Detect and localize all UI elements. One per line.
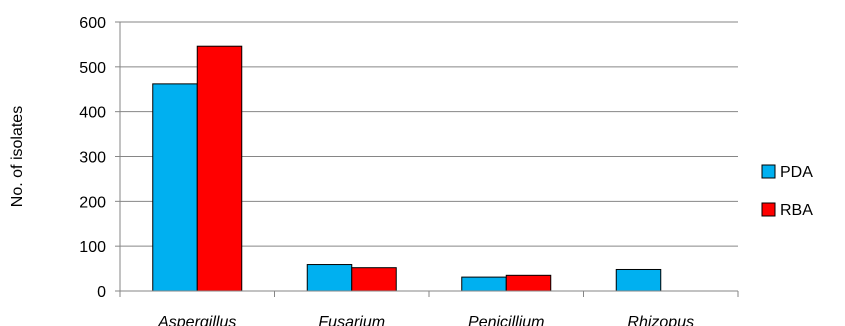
x-tick-labels: Aspergillus Fusarium Penicillium Rhizopus <box>157 314 694 326</box>
y-tick-label: 400 <box>79 105 106 122</box>
y-tick-label: 100 <box>79 239 106 256</box>
y-tick-label: 200 <box>79 194 106 211</box>
x-tick-label: Penicillium <box>468 314 544 326</box>
legend-label-rba: RBA <box>780 202 813 219</box>
bar-rba-fusarium <box>351 267 397 292</box>
bar-rba-aspergillus <box>196 45 243 292</box>
y-tick-label: 500 <box>79 60 106 77</box>
legend-swatch-rba <box>761 202 776 217</box>
bar-pda-aspergillus <box>152 83 198 292</box>
legend: PDA RBA <box>761 164 813 219</box>
bar-pda-fusarium <box>306 264 353 292</box>
x-tick-label: Aspergillus <box>157 314 236 326</box>
y-tick-label: 0 <box>97 284 106 301</box>
bar-pda-rhizopus <box>615 268 662 292</box>
axes <box>115 21 739 297</box>
legend-label-pda: PDA <box>780 164 813 181</box>
bars <box>152 45 662 292</box>
bar-rba-penicillium <box>505 274 552 292</box>
y-tick-label: 600 <box>79 15 106 32</box>
y-axis-title: No. of isolates <box>9 106 26 207</box>
y-tick-labels: 0 100 200 300 400 500 600 <box>79 15 106 301</box>
x-tick-label: Rhizopus <box>627 314 694 326</box>
legend-swatch-pda <box>761 164 776 179</box>
y-tick-label: 300 <box>79 150 106 167</box>
x-tick-label: Fusarium <box>318 314 385 326</box>
bar-pda-penicillium <box>461 276 507 292</box>
